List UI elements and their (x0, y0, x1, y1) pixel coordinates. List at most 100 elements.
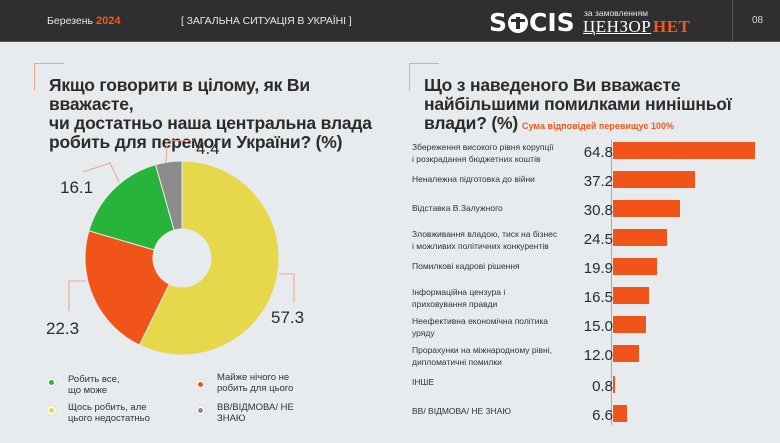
bar-category-label: ВВ/ ВІДМОВА/ НЕ ЗНАЮ (412, 405, 582, 417)
bar-category-label: Неналежна підготовка до війни (412, 173, 582, 185)
leader-line-gray (165, 139, 195, 164)
legend-line: ВВ/ВІДМОВА/ НЕ (217, 402, 294, 413)
slice-label-green: 16.1 (60, 178, 94, 197)
bar (613, 258, 657, 275)
bar-category-label: Неефективна економічна політика уряду (412, 315, 582, 339)
bar-row: Зловживання владою, тиск на бізнес і можл… (412, 228, 780, 252)
legend-label: ВВ/ВІДМОВА/ НЕ ЗНАЮ (217, 402, 307, 424)
slice-label-gray: 4.4 (196, 139, 220, 158)
bar-category-line: Прорахунки на міжнародному рівні, (412, 345, 552, 355)
bar-category-label: Прорахунки на міжнародному рівні, диплома… (412, 344, 582, 368)
bar-category-line: і можливих політичних конкурентів (412, 241, 549, 251)
bar (613, 229, 667, 246)
bar-category-label: Зловживання владою, тиск на бізнес і можл… (412, 228, 582, 252)
right-title-line: влади? (%) (424, 113, 519, 133)
report-year: 2024 (95, 15, 121, 27)
legend-item-does-everything: Робить все, що може (47, 374, 158, 396)
slice-label-yellow: 57.3 (271, 308, 305, 327)
net-logo: НЕТ (653, 17, 691, 36)
sum-exceeds-note: Сума відповідей перевищує 100% (522, 121, 675, 131)
logo: S CIS за замовленням ЦЕНЗОР НЕТ (489, 6, 704, 38)
left-title-line: чи достатньо наша центральна влада (49, 113, 372, 133)
legend-dot-yellow-icon (47, 406, 56, 415)
bar-category-label: Збереження високого рівня корупції і розк… (412, 141, 582, 165)
cenzor-logo: ЦЕНЗОР (583, 17, 652, 36)
legend-dot-orange-icon (196, 380, 205, 389)
right-title-line: найбільшими помилками нинішньої (424, 94, 732, 114)
left-question-title: Якщо говорити в цілому, як Ви вважаєте, … (49, 76, 389, 152)
bar (613, 171, 695, 188)
bar-value-label: 12.0 (583, 347, 613, 364)
bar-category-line: дипломатичні помилки (412, 357, 502, 367)
bar-category-line: уряду (412, 328, 435, 338)
bar-value-label: 0.8 (592, 378, 613, 395)
bar-row: ІНШЕ 0.8 (412, 374, 780, 395)
bar-category-label: ІНШЕ (412, 376, 582, 388)
leader-line-green (82, 162, 120, 183)
right-question-title: Що з наведеного Ви вважаєте найбільшими … (424, 76, 774, 136)
donut-chart: 4.4 16.1 22.3 57.3 (0, 139, 390, 365)
bar-chart-axis (611, 140, 612, 425)
report-date: Березень 2024 (47, 15, 120, 27)
bar (613, 405, 628, 422)
legend-label: Щось робить, але цього недостатньо (68, 402, 158, 424)
socis-logo-s: S (489, 8, 508, 37)
bar-row: Відставка В.Залужного 30.8 (412, 200, 780, 220)
bar-category-line: ІНШЕ (412, 377, 434, 387)
leader-line-orange (68, 280, 86, 311)
bar-category-line: Помилкові кадрові рішення (412, 261, 520, 271)
bar-category-line: ВВ/ ВІДМОВА/ НЕ ЗНАЮ (412, 406, 512, 416)
bar-category-line: і розкрадання бюджетних коштів (412, 154, 541, 164)
bar (613, 200, 681, 217)
legend-line: Щось робить, але (68, 402, 147, 413)
socis-logo-cis: CIS (529, 8, 575, 37)
bar-category-line: Зловживання владою, тиск на бізнес (412, 229, 558, 239)
bar-category-line: Інформаційна цензура і (412, 287, 506, 297)
leader-line-yellow (279, 273, 295, 303)
title-corner-decoration (409, 63, 439, 91)
bar-row: Збереження високого рівня корупції і розк… (412, 141, 780, 165)
donut-svg (68, 139, 295, 356)
socis-logo: S CIS (489, 8, 575, 37)
commissioned-by-text: за замовленням (584, 8, 649, 18)
bar-row: ВВ/ ВІДМОВА/ НЕ ЗНАЮ 6.6 (412, 403, 780, 424)
legend-line: цього недостатньо (68, 413, 150, 424)
legend-label: Робить все, що може (68, 374, 158, 396)
section-title: [ ЗАГАЛЬНА СИТУАЦІЯ В УКРАЇНІ ] (181, 15, 352, 27)
slice-gray (154, 160, 183, 231)
legend-item-dont-know: ВВ/ВІДМОВА/ НЕ ЗНАЮ (196, 402, 307, 424)
bar-row: Неналежна підготовка до війни 37.2 (412, 171, 780, 191)
legend-line: що може (68, 385, 107, 396)
legend-item-does-almost-nothing: Майже нічого не робить для цього (196, 372, 307, 394)
legend-dot-gray-icon (196, 406, 205, 415)
legend-line: робить для цього (217, 383, 294, 394)
left-title-line: робить для перемоги України? (%) (49, 132, 343, 152)
header-divider (732, 0, 733, 42)
slice-yellow (138, 160, 280, 356)
bar-value-label: 64.8 (583, 144, 613, 161)
legend-item-does-something: Щось робить, але цього недостатньо (47, 402, 158, 424)
bar-category-line: Відставка В.Залужного (412, 203, 503, 213)
bar (613, 142, 755, 159)
legend-label: Майже нічого не робить для цього (217, 372, 307, 394)
page-number: 08 (752, 15, 764, 26)
bar-row: Інформаційна цензура і приховування правд… (412, 287, 780, 309)
slice-green (88, 164, 175, 251)
right-title-line: Що з наведеного Ви вважаєте (424, 75, 681, 95)
legend-dot-green-icon (47, 378, 56, 387)
bar (613, 345, 640, 362)
legend-line: Майже нічого не (217, 372, 290, 383)
bar-value-label: 6.6 (592, 407, 613, 424)
slice-orange (84, 230, 170, 346)
bar-value-label: 30.8 (583, 202, 613, 219)
bar (613, 376, 615, 393)
bar-value-label: 37.2 (583, 173, 613, 190)
bar-category-line: Збереження високого рівня корупції (412, 142, 554, 152)
bar-value-label: 15.0 (583, 318, 613, 335)
bar-category-label: Відставка В.Залужного (412, 202, 582, 214)
bar-category-line: Неефективна економічна політика (412, 316, 548, 326)
bar-row: Помилкові кадрові рішення 19.9 (412, 258, 780, 278)
header-bar: Березень 2024 [ ЗАГАЛЬНА СИТУАЦІЯ В УКРАЇ… (0, 0, 780, 42)
bar-category-label: Помилкові кадрові рішення (412, 260, 582, 272)
bar-value-label: 16.5 (583, 289, 613, 306)
